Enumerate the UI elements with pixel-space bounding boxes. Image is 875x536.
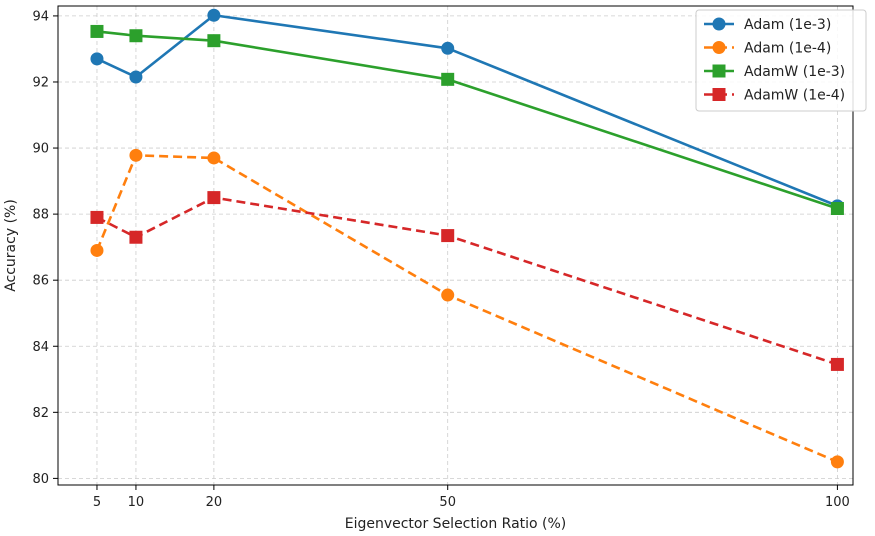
legend-label: AdamW (1e-3)	[744, 64, 845, 80]
y-tick-label: 80	[32, 472, 49, 487]
x-tick-label: 10	[128, 495, 145, 510]
legend-label: Adam (1e-4)	[744, 41, 831, 57]
data-point	[830, 357, 844, 371]
data-point	[441, 41, 455, 55]
legend-item: Adam (1e-4)	[704, 41, 831, 57]
x-axis-title: Eigenvector Selection Ratio (%)	[345, 516, 567, 532]
legend-marker	[712, 41, 726, 54]
x-tick-label: 100	[825, 495, 850, 510]
series-group	[90, 8, 844, 469]
data-point	[90, 24, 104, 38]
data-point	[129, 70, 143, 84]
y-tick-label: 92	[32, 75, 49, 90]
series-adamw-1e-4	[90, 191, 844, 371]
data-point	[830, 202, 844, 216]
legend: Adam (1e-3) Adam (1e-4) AdamW (1e-3) AdamW …	[695, 9, 867, 112]
y-tick-label: 90	[32, 142, 49, 157]
y-tick-label: 84	[32, 340, 49, 355]
data-point	[129, 230, 143, 244]
series-adam-1e-4	[90, 148, 844, 469]
data-point	[90, 243, 104, 257]
legend-box	[695, 9, 867, 112]
data-point	[207, 151, 221, 165]
legend-item: AdamW (1e-4)	[704, 88, 845, 104]
data-point	[441, 72, 455, 86]
legend-marker	[712, 88, 726, 101]
y-tick-label: 82	[32, 406, 49, 421]
legend-label: AdamW (1e-4)	[744, 88, 845, 104]
y-tick-label: 94	[32, 9, 49, 24]
data-point	[207, 8, 221, 22]
legend-label: Adam (1e-3)	[744, 17, 831, 33]
x-tick-label: 20	[206, 495, 223, 510]
legend-marker	[712, 17, 726, 31]
data-point	[90, 52, 104, 66]
legend-item: AdamW (1e-3)	[704, 64, 845, 80]
legend-marker	[712, 64, 726, 78]
data-point	[207, 191, 221, 205]
y-tick-label: 88	[32, 208, 49, 223]
y-axis-title: Accuracy (%)	[3, 199, 19, 292]
axis-ticks: 5 10 20 50 100 80 82 84 86 88 90 92 94	[32, 9, 849, 510]
series-line	[95, 154, 838, 464]
x-tick-label: 5	[93, 495, 101, 510]
plot-frame	[57, 5, 854, 486]
data-point	[129, 148, 143, 162]
data-point	[441, 288, 455, 302]
y-tick-label: 86	[32, 274, 49, 289]
x-tick-label: 50	[439, 495, 456, 510]
data-point	[830, 455, 844, 469]
data-point	[441, 229, 455, 243]
data-point	[90, 210, 104, 224]
series-line	[96, 196, 838, 366]
data-point	[207, 34, 221, 48]
series-adamw-1e-3	[90, 24, 844, 216]
legend-item: Adam (1e-3)	[704, 17, 831, 33]
data-point	[129, 29, 143, 43]
